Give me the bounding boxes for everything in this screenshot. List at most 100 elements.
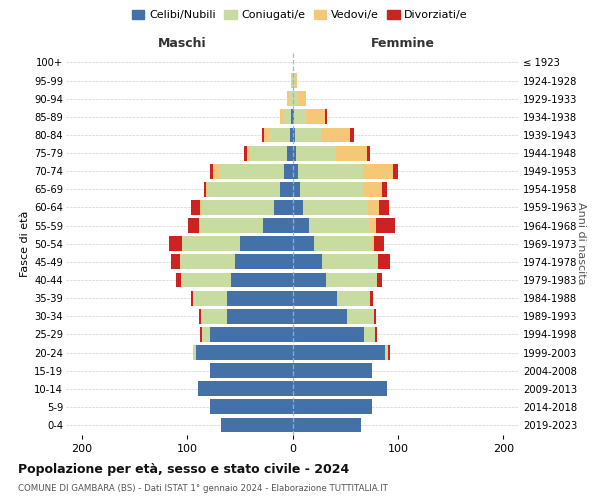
Bar xyxy=(191,200,200,215)
Bar xyxy=(200,327,202,342)
Bar xyxy=(232,272,293,287)
Bar xyxy=(211,363,293,378)
Bar xyxy=(182,236,240,251)
Bar xyxy=(377,272,382,287)
Y-axis label: Fasce di età: Fasce di età xyxy=(20,210,30,277)
Bar xyxy=(293,418,361,432)
Bar xyxy=(325,110,327,124)
Text: Femmine: Femmine xyxy=(371,37,435,50)
Bar xyxy=(180,254,235,270)
Bar xyxy=(283,110,292,124)
Bar xyxy=(306,110,325,124)
Bar xyxy=(326,272,377,287)
Bar xyxy=(392,164,398,178)
Bar xyxy=(350,128,353,142)
Bar xyxy=(193,345,196,360)
Bar xyxy=(284,164,293,178)
Bar xyxy=(293,400,371,414)
Bar xyxy=(363,182,382,197)
Bar xyxy=(293,182,300,197)
Bar xyxy=(208,182,280,197)
Bar xyxy=(293,92,298,106)
Bar xyxy=(247,146,250,160)
Bar xyxy=(293,254,322,270)
Bar xyxy=(287,146,293,160)
Bar xyxy=(298,164,363,178)
Bar xyxy=(250,146,287,160)
Bar xyxy=(293,327,364,342)
Bar xyxy=(367,146,370,160)
Bar xyxy=(269,128,290,142)
Bar xyxy=(293,218,310,233)
Bar xyxy=(280,110,283,124)
Bar xyxy=(200,218,263,233)
Text: COMUNE DI GAMBARA (BS) - Dati ISTAT 1° gennaio 2024 - Elaborazione TUTTITALIA.IT: COMUNE DI GAMBARA (BS) - Dati ISTAT 1° g… xyxy=(18,484,388,493)
Bar xyxy=(371,236,374,251)
Bar xyxy=(211,164,214,178)
Bar xyxy=(214,164,219,178)
Bar xyxy=(293,110,306,124)
Legend: Celibi/Nubili, Coniugati/e, Vedovi/e, Divorziati/e: Celibi/Nubili, Coniugati/e, Vedovi/e, Di… xyxy=(128,6,472,25)
Bar xyxy=(206,182,208,197)
Bar xyxy=(374,327,377,342)
Bar xyxy=(199,309,201,324)
Bar xyxy=(211,400,293,414)
Bar xyxy=(293,309,347,324)
Bar xyxy=(337,290,370,306)
Bar xyxy=(293,128,295,142)
Text: Popolazione per età, sesso e stato civile - 2024: Popolazione per età, sesso e stato civil… xyxy=(18,462,349,475)
Bar xyxy=(193,290,227,306)
Bar xyxy=(202,200,274,215)
Bar xyxy=(287,92,289,106)
Bar xyxy=(388,345,391,360)
Bar xyxy=(293,272,326,287)
Bar xyxy=(293,290,337,306)
Bar xyxy=(240,236,293,251)
Bar xyxy=(378,254,391,270)
Bar xyxy=(292,110,293,124)
Bar xyxy=(201,309,227,324)
Bar xyxy=(263,218,293,233)
Bar xyxy=(204,182,206,197)
Bar xyxy=(244,146,247,160)
Bar xyxy=(314,236,371,251)
Bar xyxy=(280,182,293,197)
Bar xyxy=(321,128,350,142)
Bar xyxy=(289,92,293,106)
Bar xyxy=(385,345,388,360)
Bar xyxy=(300,182,363,197)
Bar xyxy=(293,236,314,251)
Bar xyxy=(200,200,202,215)
Bar xyxy=(219,164,284,178)
Y-axis label: Anni di nascita: Anni di nascita xyxy=(576,202,586,285)
Bar xyxy=(199,218,200,233)
Bar xyxy=(292,73,293,88)
Bar xyxy=(227,290,293,306)
Bar xyxy=(368,200,379,215)
Bar xyxy=(322,254,377,270)
Bar xyxy=(293,164,298,178)
Bar xyxy=(293,73,295,88)
Bar xyxy=(211,327,293,342)
Bar xyxy=(221,418,293,432)
Bar xyxy=(335,146,367,160)
Bar xyxy=(197,382,293,396)
Bar xyxy=(169,236,182,251)
Bar xyxy=(293,146,296,160)
Bar xyxy=(262,128,264,142)
Bar xyxy=(293,363,371,378)
Bar xyxy=(296,146,335,160)
Bar xyxy=(374,309,376,324)
Bar xyxy=(379,200,389,215)
Bar xyxy=(377,254,378,270)
Bar xyxy=(227,309,293,324)
Bar xyxy=(235,254,293,270)
Bar xyxy=(376,218,395,233)
Bar xyxy=(347,309,374,324)
Bar xyxy=(293,382,388,396)
Bar xyxy=(374,236,384,251)
Text: Maschi: Maschi xyxy=(158,37,206,50)
Bar xyxy=(196,345,293,360)
Bar xyxy=(298,92,306,106)
Bar xyxy=(364,327,374,342)
